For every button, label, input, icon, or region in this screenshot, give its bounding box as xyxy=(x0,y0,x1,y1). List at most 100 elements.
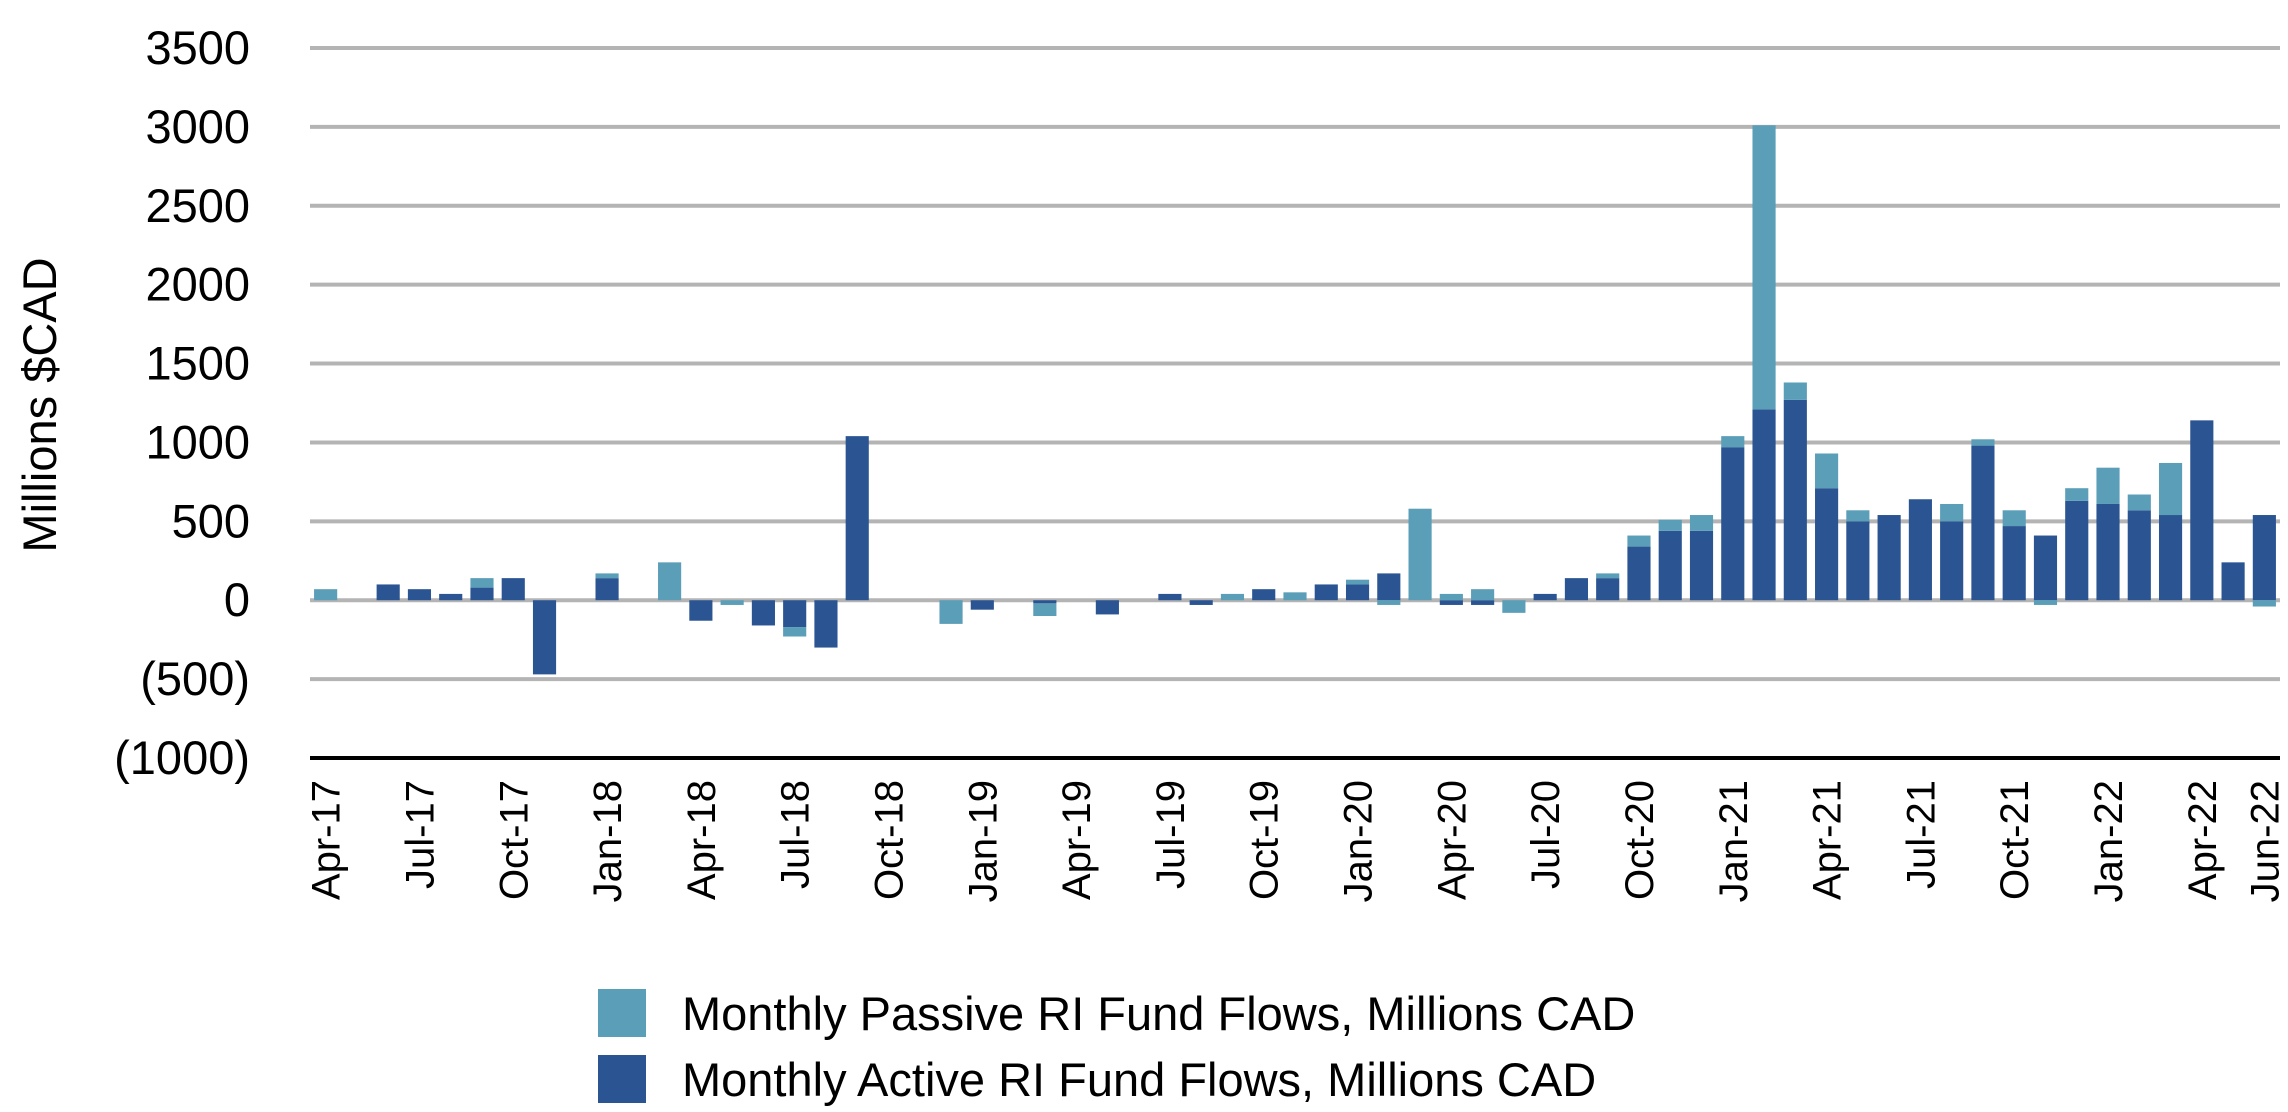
bar-passive xyxy=(2127,494,2151,511)
legend: Monthly Passive RI Fund Flows, Millions … xyxy=(598,980,1635,1112)
bar-passive xyxy=(1846,510,1870,522)
bar-active xyxy=(814,600,838,648)
x-tick-label: Oct-18 xyxy=(867,780,911,900)
y-tick-label: 500 xyxy=(172,494,250,547)
y-tick-label: 1500 xyxy=(145,337,250,390)
bar-active xyxy=(751,600,775,626)
bar-active xyxy=(1252,589,1276,601)
bar-active xyxy=(783,600,807,628)
bar-active xyxy=(1471,600,1495,605)
x-tick-label: Jul-18 xyxy=(774,780,818,889)
bar-active xyxy=(501,578,525,601)
legend-swatch-active xyxy=(598,1055,646,1103)
bar-active xyxy=(439,593,463,601)
legend-swatch-passive xyxy=(598,989,646,1037)
bar-passive xyxy=(2065,488,2089,501)
bar-passive xyxy=(2096,467,2120,504)
x-tick-label: Jun-22 xyxy=(2243,780,2287,902)
bar-passive xyxy=(2033,600,2058,605)
x-tick-label: Jan-20 xyxy=(1337,780,1381,902)
bar-passive xyxy=(1220,593,1245,601)
bar-passive xyxy=(2002,510,2026,527)
x-axis-tick-labels: Apr-17 Jul-17 Oct-17 Jan-18 Apr-18 Jul-18 Oct-… xyxy=(305,780,2288,902)
bar-passive xyxy=(1721,436,1745,448)
x-tick-label: Jan-19 xyxy=(961,780,1005,902)
bar-active xyxy=(1971,445,1995,601)
bar-passive xyxy=(1596,573,1620,579)
bar-active xyxy=(1533,593,1557,601)
x-tick-label: Apr-21 xyxy=(1806,780,1850,900)
bar-active xyxy=(2096,503,2120,601)
bar-active xyxy=(689,600,713,621)
bar-passive xyxy=(1971,439,1995,446)
bar-active xyxy=(1627,546,1651,601)
bar-active xyxy=(376,584,400,601)
bar-passive xyxy=(1439,593,1463,601)
bar-active xyxy=(1095,600,1119,615)
y-tick-label: (500) xyxy=(140,652,250,705)
bar-active xyxy=(2252,515,2276,601)
bar-passive xyxy=(1815,453,1839,489)
bar-passive xyxy=(720,600,744,605)
bar-active xyxy=(1439,600,1463,605)
bar-active xyxy=(1158,593,1182,601)
bar-passive xyxy=(1783,382,1807,400)
bar-active xyxy=(532,600,557,675)
bar-active xyxy=(2002,526,2026,601)
x-tick-label: Apr-22 xyxy=(2181,780,2225,900)
legend-label-active: Monthly Active RI Fund Flows, Millions C… xyxy=(682,1052,1597,1106)
bar-passive xyxy=(1033,603,1057,616)
legend-label-passive: Monthly Passive RI Fund Flows, Millions … xyxy=(682,986,1636,1040)
bar-passive xyxy=(1658,519,1682,531)
bar-active xyxy=(1596,578,1620,601)
bar-passive xyxy=(595,573,619,579)
bar-active xyxy=(1752,409,1776,601)
bar-passive xyxy=(1377,600,1401,605)
x-tick-label: Oct-19 xyxy=(1243,780,1287,900)
bar-active xyxy=(970,600,994,610)
x-tick-label: Apr-20 xyxy=(1430,780,1474,900)
bar-passive xyxy=(1627,535,1651,547)
bar-active xyxy=(1345,584,1370,601)
y-tick-label: 1000 xyxy=(145,415,250,468)
bar-active xyxy=(1877,515,1901,601)
y-tick-label: (1000) xyxy=(114,731,250,784)
bar-passive xyxy=(2158,462,2183,516)
bar-active xyxy=(1721,447,1745,601)
y-tick-label: 0 xyxy=(224,573,250,626)
y-tick-label: 3000 xyxy=(145,100,250,153)
bar-active xyxy=(1689,530,1714,601)
bar-active xyxy=(1815,488,1839,601)
bar-passive xyxy=(1940,503,1964,522)
bar-passive xyxy=(658,562,682,601)
y-tick-label: 2500 xyxy=(145,179,250,232)
bar-passive xyxy=(783,627,807,637)
x-tick-label: Oct-21 xyxy=(1993,780,2037,900)
legend-item-passive: Monthly Passive RI Fund Flows, Millions … xyxy=(598,980,1635,1046)
bar-active xyxy=(1033,600,1057,604)
bar-active xyxy=(595,578,619,601)
y-tick-label: 3500 xyxy=(145,21,250,74)
x-tick-label: Jul-19 xyxy=(1149,780,1193,889)
bar-active xyxy=(2065,500,2089,601)
y-axis-label: Millions $CAD xyxy=(13,257,66,552)
bar-active xyxy=(2221,562,2245,601)
bar-passive xyxy=(1689,515,1714,531)
bar-passive xyxy=(939,600,963,624)
bar-passive xyxy=(1408,508,1432,601)
x-tick-label: Oct-20 xyxy=(1618,780,1662,900)
x-tick-label: Jul-17 xyxy=(398,780,442,889)
gridlines xyxy=(310,46,2280,682)
bar-active xyxy=(470,587,494,601)
bar-active xyxy=(2033,535,2058,601)
bar-active xyxy=(1658,530,1682,601)
bar-active xyxy=(2190,420,2214,601)
bar-active xyxy=(1846,521,1870,601)
x-tick-label: Apr-18 xyxy=(680,780,724,900)
bar-passive xyxy=(2252,600,2276,607)
y-axis-tick-labels: 3500 3000 2500 2000 1500 1000 500 0 (500) (1000) xyxy=(114,21,250,784)
bar-active xyxy=(1940,521,1964,601)
bar-active xyxy=(2158,515,2183,601)
bar-passive xyxy=(1345,579,1370,585)
